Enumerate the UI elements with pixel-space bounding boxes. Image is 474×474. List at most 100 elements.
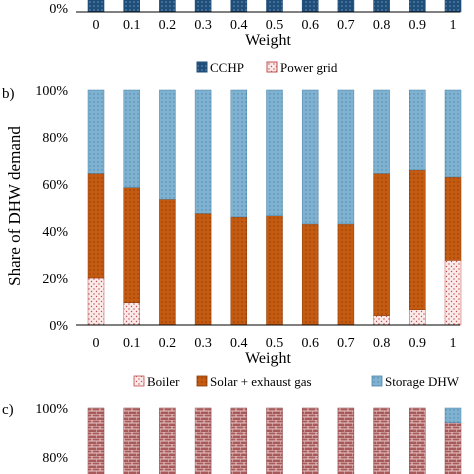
c-bar-0-7 <box>337 407 355 474</box>
y-axis-title: Share of DHW demand <box>5 126 24 286</box>
x-axis-title: Weight <box>245 350 291 367</box>
y-tick-20pct: 20% <box>42 272 68 287</box>
c-bar-top-1 <box>444 407 462 423</box>
y-tick-60pct: 60% <box>42 178 68 193</box>
bar-storage-dhw-0-4 <box>230 89 248 218</box>
c-bar-0-9 <box>409 407 426 474</box>
top-x-axis-title: Weight <box>245 32 291 49</box>
c-y-tick-80pct: 80% <box>42 451 68 466</box>
bar-boiler-1 <box>444 260 462 326</box>
c-bar-0-6 <box>301 407 319 474</box>
bar-solar-exhaust-gas-0 <box>87 173 105 279</box>
top-bar-0-7 <box>337 0 355 13</box>
x-tick-0-2: 0.2 <box>159 336 177 351</box>
c-bar-1 <box>444 422 462 474</box>
panel-c: c) 80% 100% <box>2 402 462 474</box>
legend-swatch-storage-dhw <box>371 375 383 387</box>
top-bar-0 <box>87 0 105 13</box>
x-tick-0-1: 0.1 <box>123 336 141 351</box>
panel-b-label: b) <box>2 86 15 102</box>
bar-boiler-0 <box>87 277 105 326</box>
y-tick-40pct: 40% <box>42 225 68 240</box>
bar-boiler-0-1 <box>123 302 140 326</box>
y-tick-100pct: 100% <box>35 84 68 99</box>
bar-solar-exhaust-gas-0-8 <box>373 173 390 316</box>
top-y-tick: 0% <box>49 2 68 17</box>
top-legend: CCHP Power grid <box>196 60 338 75</box>
legend: Boiler Solar + exhaust gas Storage DHW <box>133 374 460 389</box>
bar-storage-dhw-0-3 <box>194 89 212 214</box>
bar-boiler-0-9 <box>409 309 426 326</box>
top-bar-1 <box>444 0 462 13</box>
top-x-tick-1: 1 <box>450 18 457 33</box>
bar-storage-dhw-0-5 <box>266 89 283 216</box>
c-bar-0-5 <box>266 407 283 474</box>
top-x-tick-0-3: 0.3 <box>194 18 212 33</box>
top-x-tick-0-5: 0.5 <box>266 18 284 33</box>
top-x-tick-0-9: 0.9 <box>409 18 427 33</box>
bar-storage-dhw-1 <box>444 89 462 178</box>
legend-label-solar-exhaust-gas: Solar + exhaust gas <box>210 374 312 389</box>
legend-swatch-solar-exhaust-gas <box>196 375 208 387</box>
panel-c-label: c) <box>2 402 14 418</box>
legend-swatch-cchp <box>196 61 208 73</box>
legend-swatch-power-grid <box>266 61 278 73</box>
bar-solar-exhaust-gas-0-6 <box>301 223 319 326</box>
c-bar-0-3 <box>194 407 212 474</box>
x-tick-1: 1 <box>450 336 457 351</box>
top-x-tick-0-8: 0.8 <box>373 18 391 33</box>
legend-swatch-boiler <box>133 375 145 387</box>
legend-label-power-grid: Power grid <box>280 60 338 75</box>
x-tick-0-7: 0.7 <box>337 336 355 351</box>
x-tick-0-9: 0.9 <box>409 336 427 351</box>
bar-solar-exhaust-gas-0-1 <box>123 187 140 303</box>
legend-label-storage-dhw: Storage DHW <box>385 374 460 389</box>
c-y-tick-100pct: 100% <box>35 402 68 417</box>
c-bar-0-1 <box>123 407 140 474</box>
c-bar-0-4 <box>230 407 248 474</box>
bar-solar-exhaust-gas-0-4 <box>230 216 248 326</box>
y-tick-80pct: 80% <box>42 131 68 146</box>
bar-storage-dhw-0-1 <box>123 89 140 188</box>
c-bar-0-2 <box>159 407 176 474</box>
top-x-tick-0-1: 0.1 <box>123 18 141 33</box>
top-bar-0-1 <box>123 0 140 13</box>
panel-b: b) Share of DHW demand 0%20%40%60%80%100… <box>2 84 462 389</box>
top-bar-0-8 <box>373 0 390 13</box>
top-bar-0-3 <box>194 0 212 13</box>
bar-storage-dhw-0-7 <box>337 89 355 225</box>
top-panel: 0% 0 0.1 0.2 0.3 0.4 0.5 0.6 0.7 0.8 0.9 1 Weight … <box>49 0 462 75</box>
top-bar-0-2 <box>159 0 176 13</box>
top-x-tick-0-7: 0.7 <box>337 18 355 33</box>
x-tick-0-8: 0.8 <box>373 336 391 351</box>
bar-solar-exhaust-gas-0-9 <box>409 169 426 310</box>
bar-storage-dhw-0-6 <box>301 89 319 225</box>
c-bar-0-8 <box>373 407 390 474</box>
bar-solar-exhaust-gas-0-2 <box>159 199 176 326</box>
legend-label-boiler: Boiler <box>147 374 180 389</box>
top-bar-0-4 <box>230 0 248 13</box>
top-bar-0-9 <box>408 0 426 13</box>
y-tick-0pct: 0% <box>49 319 68 334</box>
legend-label-cchp: CCHP <box>210 60 244 75</box>
bar-solar-exhaust-gas-0-5 <box>266 215 283 326</box>
top-x-tick-0-6: 0.6 <box>301 18 319 33</box>
x-tick-0-3: 0.3 <box>194 336 212 351</box>
bar-solar-exhaust-gas-0-3 <box>194 213 212 326</box>
bar-storage-dhw-0-9 <box>409 89 426 171</box>
bar-boiler-0-8 <box>373 315 390 326</box>
c-bar-0 <box>87 407 105 474</box>
x-tick-0-4: 0.4 <box>230 336 248 351</box>
bar-storage-dhw-0-8 <box>373 89 390 174</box>
bar-solar-exhaust-gas-0-7 <box>337 223 355 326</box>
bar-storage-dhw-0 <box>87 89 105 174</box>
x-tick-0: 0 <box>93 336 100 351</box>
top-x-tick-0-4: 0.4 <box>230 18 248 33</box>
bar-solar-exhaust-gas-1 <box>444 176 462 261</box>
top-x-tick-0: 0 <box>93 18 100 33</box>
top-bar-0-6 <box>301 0 319 13</box>
top-x-tick-0-2: 0.2 <box>159 18 177 33</box>
top-bar-0-5 <box>266 0 283 13</box>
x-tick-0-6: 0.6 <box>301 336 319 351</box>
